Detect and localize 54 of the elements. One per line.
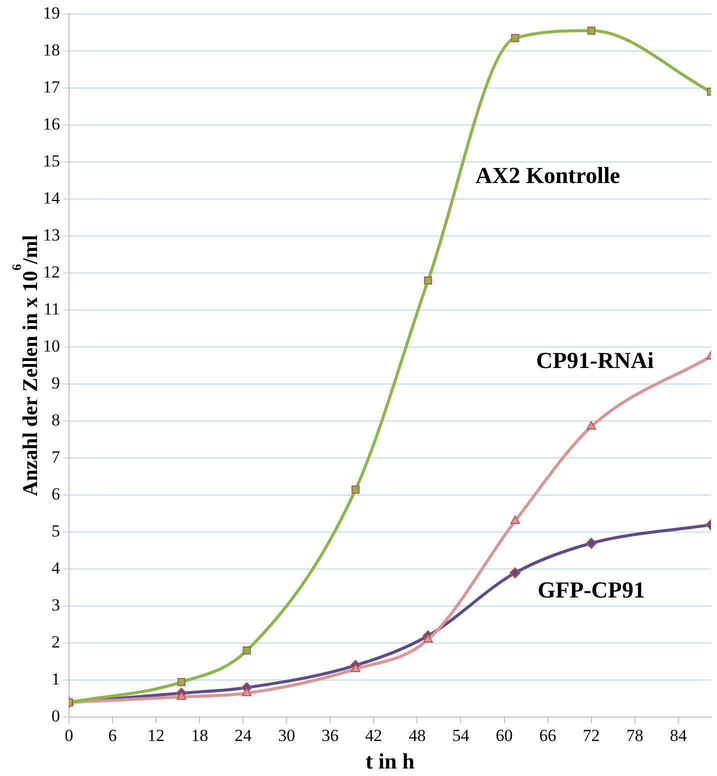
- point: [423, 634, 433, 642]
- point: [510, 567, 521, 578]
- x-tick-label: 12: [148, 726, 165, 745]
- point: [510, 516, 520, 524]
- y-tick-label: 18: [43, 40, 60, 60]
- x-tick-label: 78: [626, 726, 644, 745]
- y-tick-label: 15: [43, 152, 60, 171]
- y-tick-label: 4: [52, 558, 60, 578]
- point: [511, 34, 520, 42]
- x-tick-label: 72: [582, 726, 600, 745]
- y-tick-label: 14: [43, 188, 60, 208]
- x-tick-label: 84: [670, 726, 688, 745]
- point: [176, 691, 186, 700]
- x-tick-label: 60: [496, 726, 513, 745]
- y-tick-label: 7: [52, 448, 60, 467]
- y-tick-label: 12: [43, 262, 60, 282]
- y-tick-label: 2: [52, 632, 60, 652]
- x-tick-label: 0: [64, 726, 74, 745]
- x-tick-label: 18: [191, 726, 208, 745]
- y-tick-label: 13: [43, 226, 60, 245]
- x-tick-label: 6: [108, 726, 117, 745]
- x-tick-label: 36: [322, 726, 339, 745]
- y-tick-label: 0: [52, 706, 60, 726]
- x-tick-label: 42: [365, 726, 382, 745]
- point: [586, 538, 597, 549]
- y-tick-label: 8: [52, 410, 60, 430]
- point: [424, 276, 432, 285]
- y-tick-label: 5: [52, 522, 60, 541]
- x-tick-label: 24: [234, 726, 252, 745]
- x-tick-label: 54: [452, 726, 470, 745]
- y-tick-label: 17: [43, 77, 60, 96]
- y-tick-label: 9: [52, 374, 60, 393]
- x-tick-label: 66: [539, 726, 556, 745]
- y-tick-label: 6: [52, 484, 60, 504]
- x-axis-title: t in h: [366, 748, 414, 774]
- point: [242, 688, 252, 696]
- x-tick-label: 48: [408, 726, 426, 745]
- x-tick-label: 30: [278, 726, 296, 745]
- point: [587, 26, 596, 35]
- point: [586, 421, 596, 430]
- series-label: CP91-RNAi: [536, 348, 654, 373]
- point: [350, 664, 360, 672]
- point: [242, 646, 251, 655]
- y-tick-label: 1: [52, 670, 60, 689]
- series-label: GFP-CP91: [538, 577, 645, 602]
- y-tick-label: 16: [43, 114, 60, 134]
- y-axis-title: Anzahl der Zellen in x 106/ml: [9, 234, 42, 496]
- y-tick-label: 11: [44, 300, 60, 319]
- point: [177, 678, 186, 686]
- y-tick-label: 3: [52, 596, 60, 615]
- y-tick-label: 10: [43, 336, 60, 356]
- point: [352, 486, 360, 494]
- y-tick-label: 19: [43, 3, 60, 22]
- series-label: AX2 Kontrolle: [475, 162, 620, 188]
